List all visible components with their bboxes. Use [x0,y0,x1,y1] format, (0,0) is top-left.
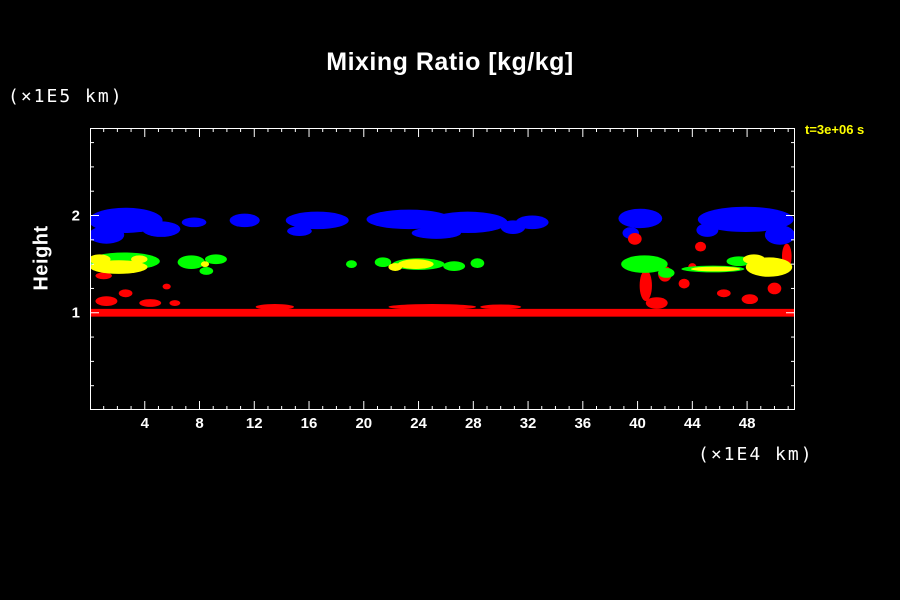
contour-blob [90,226,125,244]
contour-blob [345,260,357,269]
contour-blob [639,269,652,302]
x-tick-label: 28 [464,415,482,432]
contour-blob [200,261,210,268]
contour-blob [142,221,181,237]
contour-blob [428,211,508,234]
contour-blob [162,283,171,290]
contour-blob [621,255,668,273]
x-tick-label: 48 [738,415,756,432]
contour-blob [169,300,181,306]
contour-blob [90,260,148,274]
x-tick-label: 24 [410,415,427,432]
time-annotation: t=3e+06 s [805,122,865,137]
contour-blob [764,225,795,245]
contour-blob [627,233,642,245]
contour-blob [696,223,719,237]
contour-blob [118,289,133,298]
contour-region [90,308,795,317]
y-axis-units-label: (×1E5 km) [8,86,124,107]
contour-blob [690,266,741,272]
contour-blob [618,208,663,229]
contour-blob [678,278,690,289]
contour-blob [388,304,477,310]
contour-blob [515,215,549,230]
contour-blob [470,258,485,269]
contour-blob [255,304,294,310]
y-tick-label: 1 [71,304,80,322]
y-axis-title: Height [30,225,53,291]
axis-frame [90,128,795,410]
chart-title: Mixing Ratio [kg/kg] [326,48,574,76]
contour-blob [95,296,118,306]
contour-blob [645,297,668,309]
contour-blob [287,226,312,236]
contour-blob [374,257,392,268]
x-tick-label: 4 [140,415,149,432]
contour-blob [388,263,403,271]
contour-blob [285,211,349,230]
x-axis-units-label: (×1E4 km) [698,444,814,465]
x-tick-label: 20 [355,415,373,432]
x-tick-label: 12 [245,415,263,432]
x-tick-label: 40 [629,415,646,432]
plot-area [90,128,795,410]
contour-blob [199,267,214,275]
contour-blob [695,241,707,252]
contour-blob [177,255,205,269]
x-tick-label: 16 [300,415,318,432]
contour-blob [443,261,466,271]
contour-blob [139,299,162,307]
contour-blob [767,282,782,295]
contour-plot-svg [90,128,795,410]
x-tick-label: 32 [519,415,537,432]
contour-blob [480,304,522,310]
contour-blob [742,254,765,265]
contour-blob [131,255,148,264]
contour-blob [229,213,260,228]
x-tick-label: 44 [683,415,701,432]
contour-blob [398,259,434,269]
contour-blob [95,272,112,280]
x-tick-label: 36 [574,415,592,432]
contour-blob [90,254,111,265]
y-tick-label: 2 [71,207,80,225]
contour-blob [741,294,759,305]
contour-blob [411,227,461,239]
contour-blob [716,289,731,298]
contour-blob [181,217,207,228]
x-tick-label: 8 [195,415,204,432]
contour-blob [204,254,227,265]
contour-blob [658,268,675,278]
contour-blob [697,206,794,233]
